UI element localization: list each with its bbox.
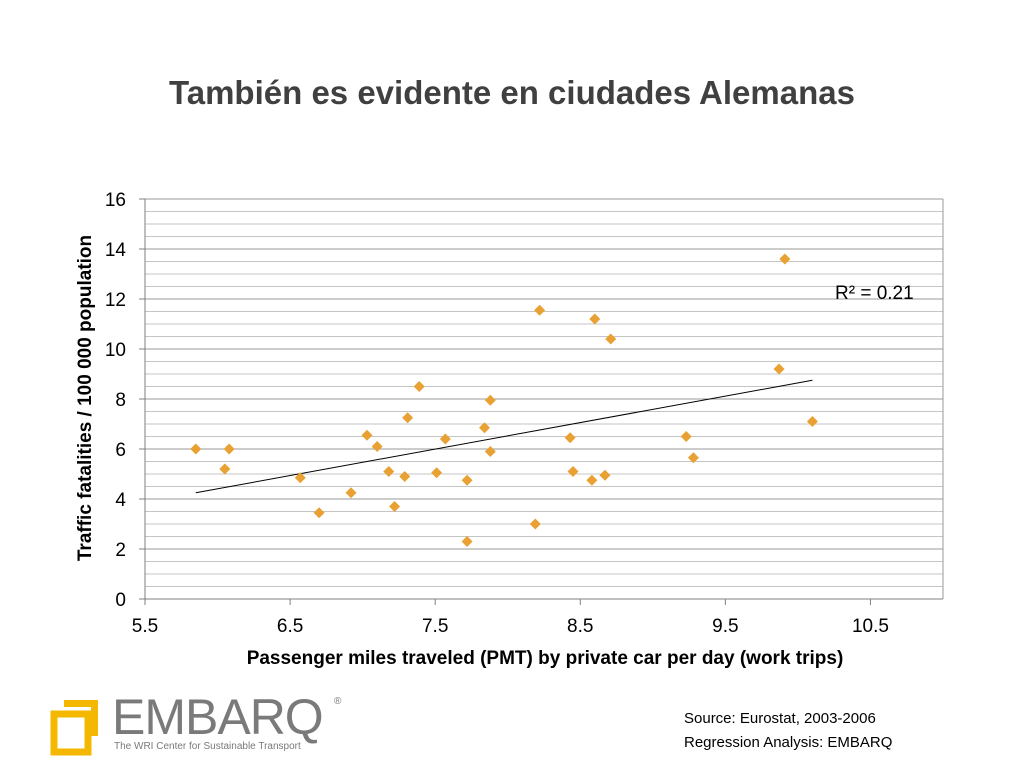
x-tick-label: 8.5 [567, 616, 593, 637]
data-point [779, 253, 791, 265]
y-tick-label: 6 [115, 440, 126, 461]
data-point [389, 501, 401, 512]
y-tick-label: 12 [105, 290, 126, 311]
regression-line-note: Regression Analysis: EMBARQ [684, 734, 893, 751]
data-point [564, 432, 576, 444]
data-point [383, 466, 395, 477]
slide-title: También es evidente en ciudades Alemanas [169, 74, 855, 111]
data-point [439, 433, 451, 445]
y-tick-label: 16 [105, 190, 126, 211]
data-point [219, 463, 231, 475]
data-point [599, 469, 611, 481]
data-point [529, 518, 541, 530]
tick-labels: 0 2 4 6 8 10 12 14 16 5.5 6.5 7.5 8.5 9.5 10.5 [105, 190, 889, 637]
data-points [190, 253, 818, 547]
logo-tagline: The WRI Center for Sustainable Transport [114, 741, 301, 752]
logo-mark-square [50, 710, 92, 756]
data-point [190, 443, 202, 455]
data-point [345, 487, 357, 499]
data-point [461, 536, 473, 547]
source-note: Source: Eurostat, 2003-2006 Regression A… [684, 707, 892, 755]
data-point [605, 333, 617, 345]
data-point [399, 471, 411, 482]
scatter-chart: 0 2 4 6 8 10 12 14 16 5.5 6.5 7.5 8.5 9.5 10.5 R² = 0.… [75, 190, 944, 669]
source-line: Source: Eurostat, 2003-2006 [684, 710, 876, 727]
logo-registered-mark: ® [334, 696, 342, 707]
data-point [313, 507, 325, 519]
data-point [586, 474, 598, 486]
y-tick-label: 14 [105, 240, 127, 261]
data-point [361, 429, 373, 441]
x-tick-label: 10.5 [852, 616, 889, 637]
r-squared-label: R² = 0.21 [835, 283, 914, 304]
y-tick-label: 8 [115, 390, 126, 411]
y-axis-title: Traffic fatalities / 100 000 population [75, 235, 96, 561]
grid-lines [145, 198, 944, 599]
x-axis-title: Passenger miles traveled (PMT) by privat… [247, 648, 844, 669]
x-tick-label: 6.5 [277, 616, 303, 637]
logo-wordmark: EMBARQ [112, 690, 323, 745]
data-point [402, 412, 414, 424]
y-tick-label: 2 [115, 540, 126, 561]
y-tick-label: 10 [105, 340, 126, 361]
data-point [484, 446, 496, 457]
data-point [484, 394, 496, 406]
data-point [223, 443, 235, 455]
data-point [687, 452, 699, 464]
y-tick-label: 0 [115, 590, 126, 611]
x-tick-label: 9.5 [712, 616, 738, 637]
data-point [773, 363, 785, 375]
data-point [371, 441, 383, 452]
data-point [461, 474, 473, 486]
x-tick-label: 7.5 [422, 616, 448, 637]
data-point [680, 431, 692, 442]
logo-mark-icon [50, 700, 98, 756]
y-tick-label: 4 [115, 490, 126, 511]
data-point [294, 472, 306, 484]
embarq-logo: EMBARQ ® The WRI Center for Sustainable … [50, 689, 350, 760]
logo-mark-corner [64, 700, 98, 736]
data-point [413, 381, 425, 392]
data-point [567, 466, 579, 477]
data-point [589, 313, 601, 325]
data-point [806, 416, 818, 427]
embarq-logo-graphic: EMBARQ ® The WRI Center for Sustainable … [50, 689, 342, 756]
data-point [534, 304, 546, 316]
data-point [479, 422, 491, 434]
axes [139, 198, 943, 605]
x-tick-label: 5.5 [132, 616, 158, 637]
data-point [431, 467, 443, 479]
